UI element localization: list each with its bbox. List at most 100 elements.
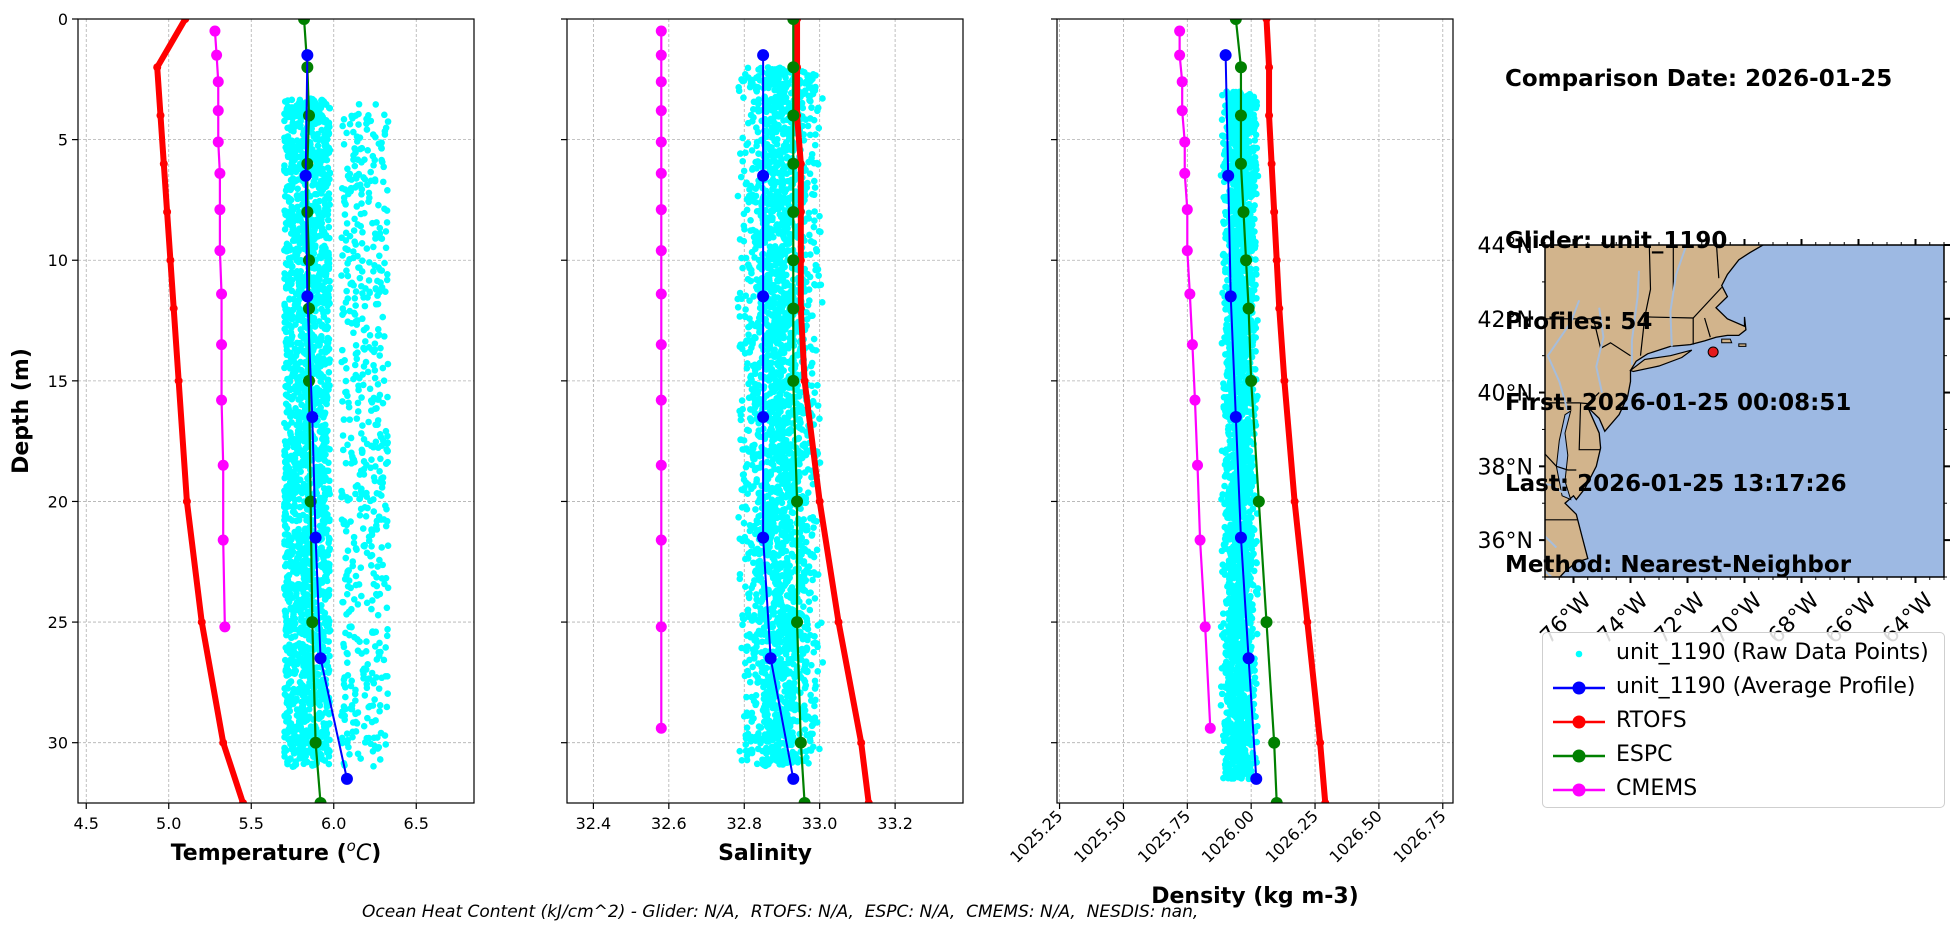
raw-point xyxy=(370,734,378,742)
raw-point xyxy=(378,575,386,582)
raw-point xyxy=(358,268,366,275)
raw-point xyxy=(344,547,352,555)
raw-point xyxy=(807,515,814,522)
raw-point xyxy=(350,329,357,337)
raw-point xyxy=(289,115,296,122)
raw-point xyxy=(290,565,298,572)
raw-point xyxy=(298,672,306,680)
raw-point xyxy=(339,446,347,454)
raw-point xyxy=(750,650,758,657)
raw-point xyxy=(807,569,814,577)
raw-point xyxy=(754,679,761,686)
raw-point xyxy=(772,730,779,738)
raw-point xyxy=(371,230,379,238)
raw-point xyxy=(296,295,303,303)
raw-point xyxy=(759,659,766,666)
raw-point xyxy=(776,403,783,411)
raw-point xyxy=(299,511,307,519)
raw-point xyxy=(798,582,806,589)
raw-point xyxy=(760,649,767,657)
raw-point xyxy=(786,195,794,202)
series-point-rtofs xyxy=(219,738,228,747)
raw-point xyxy=(742,149,749,157)
raw-point xyxy=(810,648,818,656)
raw-point xyxy=(347,584,355,592)
raw-point xyxy=(322,344,330,352)
raw-point xyxy=(370,361,377,369)
raw-point xyxy=(349,728,357,736)
raw-point xyxy=(371,340,379,347)
raw-point xyxy=(744,64,752,72)
y-tick-label: 20 xyxy=(48,492,68,511)
raw-point xyxy=(362,358,370,366)
raw-point xyxy=(352,302,359,309)
raw-point xyxy=(801,632,808,640)
raw-point xyxy=(288,535,295,543)
raw-point xyxy=(760,567,768,575)
raw-point xyxy=(767,605,775,613)
raw-point xyxy=(282,134,290,142)
raw-point xyxy=(809,190,816,198)
raw-point xyxy=(743,647,750,654)
raw-point xyxy=(319,643,327,650)
raw-point xyxy=(813,546,821,554)
raw-point xyxy=(742,306,749,313)
raw-point xyxy=(384,542,392,549)
raw-point xyxy=(811,595,819,602)
raw-point xyxy=(350,539,358,547)
raw-point xyxy=(804,713,812,721)
raw-point xyxy=(363,599,371,607)
raw-point xyxy=(382,672,389,680)
raw-point xyxy=(762,133,770,141)
raw-point xyxy=(368,456,375,464)
raw-point xyxy=(319,165,327,173)
raw-point xyxy=(325,534,333,542)
raw-point xyxy=(746,678,754,686)
raw-point xyxy=(380,377,388,384)
raw-point xyxy=(281,585,288,593)
raw-point xyxy=(281,275,288,282)
raw-point xyxy=(379,474,387,481)
raw-point xyxy=(318,154,326,161)
raw-point xyxy=(381,111,388,119)
raw-point xyxy=(283,107,291,115)
raw-point xyxy=(774,65,781,73)
raw-point xyxy=(369,131,377,138)
raw-point xyxy=(325,586,333,594)
raw-point xyxy=(367,397,375,404)
raw-point xyxy=(283,622,290,629)
raw-point xyxy=(757,724,765,731)
series-point-rtofs xyxy=(153,63,162,72)
raw-point xyxy=(354,182,361,189)
raw-point xyxy=(324,377,332,384)
raw-point xyxy=(299,317,306,325)
raw-point xyxy=(358,144,366,152)
raw-point xyxy=(285,182,292,190)
raw-point xyxy=(354,349,361,356)
raw-point xyxy=(805,209,813,217)
raw-point xyxy=(285,284,293,291)
raw-point xyxy=(354,221,361,228)
raw-point xyxy=(782,74,789,82)
raw-point xyxy=(748,542,755,549)
raw-point xyxy=(802,538,810,546)
series-point-rtofs xyxy=(174,376,183,385)
raw-point xyxy=(314,142,322,150)
raw-point xyxy=(783,271,790,279)
raw-point xyxy=(318,126,325,134)
raw-point xyxy=(357,564,365,571)
raw-point xyxy=(742,741,750,749)
raw-point xyxy=(808,661,815,669)
raw-point xyxy=(782,682,789,689)
y-tick-label: 10 xyxy=(48,251,68,270)
raw-point xyxy=(366,702,374,710)
raw-point xyxy=(355,121,362,128)
raw-point xyxy=(282,592,290,599)
raw-point xyxy=(770,599,778,607)
raw-point xyxy=(325,669,332,676)
series-point-espc xyxy=(298,19,311,25)
raw-point xyxy=(807,237,815,245)
raw-point xyxy=(319,522,327,530)
raw-point xyxy=(812,131,819,138)
series-point-cmems xyxy=(211,49,223,61)
